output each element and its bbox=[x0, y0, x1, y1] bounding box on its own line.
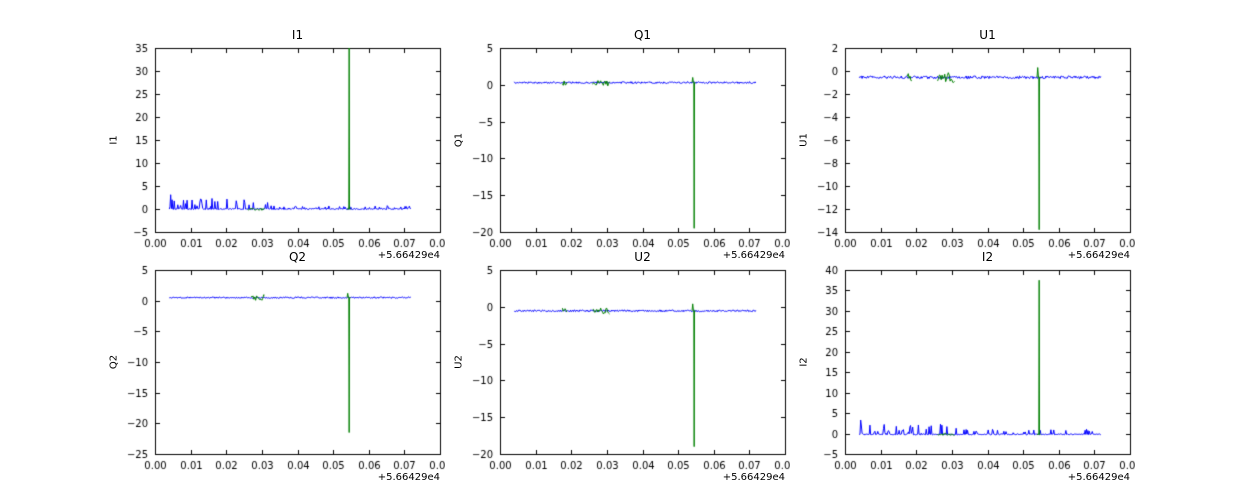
plot-canvas-q1 bbox=[445, 26, 790, 258]
subplot-u1: U1 U1 +5.66429e4 bbox=[790, 26, 1135, 261]
subplot-q1: Q1 Q1 +5.66429e4 bbox=[445, 26, 790, 261]
plot-canvas-q2 bbox=[100, 248, 445, 480]
x-offset-label: +5.66429e4 bbox=[1067, 472, 1130, 483]
subplot-q2: Q2 Q2 +5.66429e4 bbox=[100, 248, 445, 483]
figure-grid: I1 I1 +5.66429e4 Q1 Q1 +5.66429e4 U1 U1 … bbox=[100, 26, 1135, 483]
plot-canvas-i2 bbox=[790, 248, 1135, 480]
x-offset-label: +5.66429e4 bbox=[722, 472, 785, 483]
plot-canvas-u1 bbox=[790, 26, 1135, 258]
subplot-i1: I1 I1 +5.66429e4 bbox=[100, 26, 445, 261]
plot-canvas-i1 bbox=[100, 26, 445, 258]
subplot-i2: I2 I2 +5.66429e4 bbox=[790, 248, 1135, 483]
plot-canvas-u2 bbox=[445, 248, 790, 480]
subplot-u2: U2 U2 +5.66429e4 bbox=[445, 248, 790, 483]
x-offset-label: +5.66429e4 bbox=[377, 472, 440, 483]
